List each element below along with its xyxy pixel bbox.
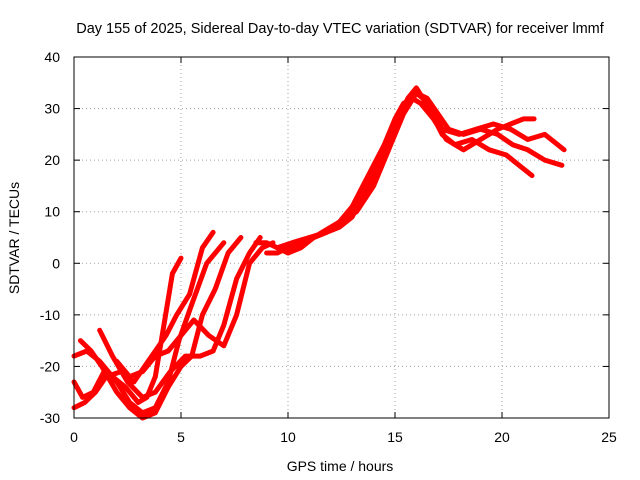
series-line-satellite-track-10 — [285, 90, 567, 251]
y-tick-label: 20 — [44, 152, 60, 168]
chart-title: Day 155 of 2025, Sidereal Day-to-day VTE… — [76, 21, 605, 37]
y-tick-label: 30 — [44, 101, 60, 117]
ticks: 0 5 10 15 20 25 -30 -20 -10 0 10 20 30 40 — [40, 49, 617, 445]
x-tick-label: 20 — [494, 429, 510, 445]
series-line-satellite-track-5 — [97, 235, 263, 400]
y-tick-label: -30 — [40, 410, 60, 426]
series-line-satellite-track-8 — [264, 90, 565, 256]
series-line-satellite-track-6 — [114, 240, 276, 380]
y-tick-label: -20 — [40, 358, 60, 374]
y-axis-label: SDTVAR / TECUs — [6, 182, 22, 294]
y-tick-label: 10 — [44, 204, 60, 220]
x-axis-label: GPS time / hours — [287, 458, 394, 474]
y-tick-label: 0 — [52, 255, 60, 271]
grid — [74, 57, 609, 418]
plot-frame — [73, 56, 610, 419]
x-tick-label: 10 — [280, 429, 296, 445]
y-tick-label: 40 — [44, 49, 60, 65]
x-tick-label: 5 — [177, 429, 185, 445]
x-tick-label: 15 — [387, 429, 403, 445]
series-line-satellite-track-3 — [71, 240, 227, 416]
x-tick-label: 0 — [70, 429, 78, 445]
series-line-satellite-track-4 — [77, 235, 244, 421]
x-tick-label: 25 — [601, 429, 617, 445]
data-series — [71, 85, 567, 421]
y-tick-label: -10 — [40, 307, 60, 323]
